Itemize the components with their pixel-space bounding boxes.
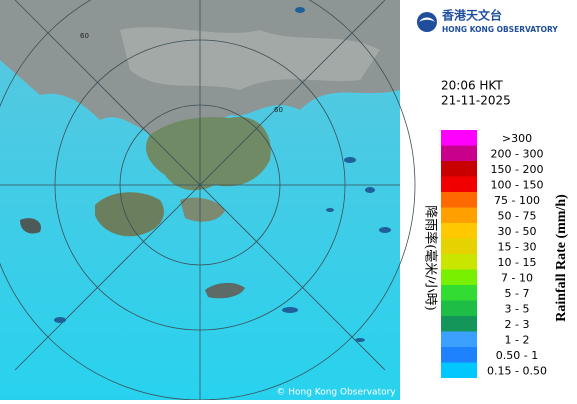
legend-swatch (441, 130, 477, 146)
legend-swatch (441, 347, 477, 363)
lantau-island (95, 192, 164, 237)
legend-label: 30 - 50 (498, 225, 537, 238)
logo-name-en: HONG KONG OBSERVATORY (442, 25, 558, 34)
legend-swatch (441, 192, 477, 208)
map: 60 60 © Hong Kong Observatory (0, 0, 416, 401)
legend-swatch (441, 207, 477, 223)
legend-swatch (441, 269, 477, 285)
ring-label: 60 (80, 32, 89, 40)
time: 20:06 HKT (441, 79, 503, 93)
logo-icon (417, 12, 437, 32)
legend-swatch (441, 316, 477, 332)
legend-label: 150 - 200 (491, 163, 544, 176)
echo (295, 7, 305, 13)
legend-swatch (441, 285, 477, 301)
legend-title-en: Rainfall Rate (mm/h) (554, 194, 569, 322)
legend-swatch (441, 300, 477, 316)
legend-label: 1 - 2 (505, 333, 530, 346)
logo: 香港天文台 HONG KONG OBSERVATORY (417, 8, 558, 34)
island (205, 282, 245, 299)
legend-label: >300 (502, 132, 532, 145)
island (20, 218, 41, 234)
legend-label: 100 - 150 (491, 178, 544, 191)
echo (355, 338, 365, 342)
island (180, 197, 225, 222)
legend-label: 7 - 10 (501, 271, 533, 284)
legend-label: 5 - 7 (505, 287, 530, 300)
date: 21-11-2025 (441, 94, 511, 108)
legend-swatch (441, 161, 477, 177)
legend-label: 2 - 3 (505, 318, 530, 331)
legend-swatch (441, 254, 477, 270)
legend-label: 200 - 300 (491, 147, 544, 160)
echo (365, 187, 375, 193)
legend-swatch (441, 223, 477, 239)
rain-echoes (54, 7, 391, 342)
legend-swatch (441, 331, 477, 347)
copyright: © Hong Kong Observatory (276, 388, 396, 398)
legend-label: 10 - 15 (498, 256, 537, 269)
legend-swatch (441, 362, 477, 378)
legend-title-zh: 降雨率(毫米/小時) (423, 205, 439, 311)
echo (379, 227, 391, 233)
legend-label: 15 - 30 (498, 240, 537, 253)
echo (344, 157, 356, 163)
legend-swatch (441, 238, 477, 254)
radial-line (14, 0, 386, 371)
echo (54, 317, 66, 323)
logo-swirl (419, 17, 435, 22)
hong-kong-island (145, 116, 271, 191)
legend-swatch (441, 145, 477, 161)
legend: >300 200 - 300 150 - 200 100 - 150 75 - 100 5… (441, 130, 547, 378)
ring-label: 60 (274, 106, 283, 114)
legend-swatch (441, 176, 477, 192)
legend-label: 75 - 100 (494, 194, 540, 207)
legend-label: 0.15 - 0.50 (487, 364, 547, 377)
logo-name-zh: 香港天文台 (441, 8, 502, 23)
legend-label: 0.50 - 1 (496, 349, 538, 362)
legend-label: 3 - 5 (505, 302, 530, 315)
urban-area (120, 27, 380, 90)
echo (326, 208, 334, 212)
echo (282, 307, 298, 313)
legend-label: 50 - 75 (498, 209, 537, 222)
